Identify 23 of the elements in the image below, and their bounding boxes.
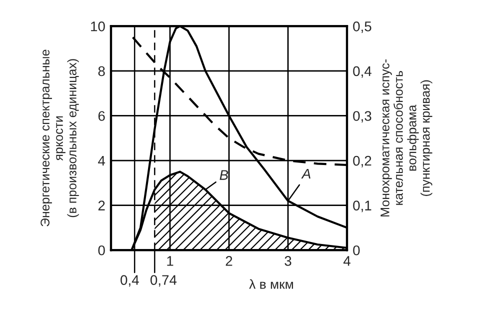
y-tick-label: 0 <box>98 245 105 256</box>
y-tick-label: 4 <box>98 156 106 166</box>
x-tick-label: 3 <box>284 256 292 266</box>
x-tick-label: 2 <box>226 256 232 266</box>
y2-tick-label: 0,4 <box>353 66 372 78</box>
y-tick-label: 6 <box>98 111 105 121</box>
y-axis-title: Энергетические спектральные яркости (в произвольных единицах) <box>40 50 79 226</box>
y2-tick-label: 0,1 <box>353 200 372 212</box>
x-tick-label: 4 <box>343 256 350 266</box>
series-label: B <box>220 170 228 180</box>
ref-line-label: 0,74 <box>150 275 177 287</box>
x-axis-title: λ в мкм <box>249 279 293 289</box>
y-tick-label: 8 <box>98 66 105 76</box>
y2-tick-label: 0,3 <box>353 111 372 123</box>
y-tick-label: 2 <box>98 200 105 210</box>
y-tick-label: 10 <box>91 21 105 32</box>
ref-line-label: 0,4 <box>120 275 139 287</box>
x-tick-label: 1 <box>167 256 174 266</box>
y2-tick-label: 0,5 <box>353 21 372 33</box>
y2-axis-title: Монохроматическая испус- кательная способность вольфрама (пунктирная кривая) <box>380 59 432 216</box>
series-label: A <box>301 168 310 179</box>
y2-tick-label: 0,2 <box>353 156 372 168</box>
y2-tick-label: 0 <box>353 245 360 256</box>
